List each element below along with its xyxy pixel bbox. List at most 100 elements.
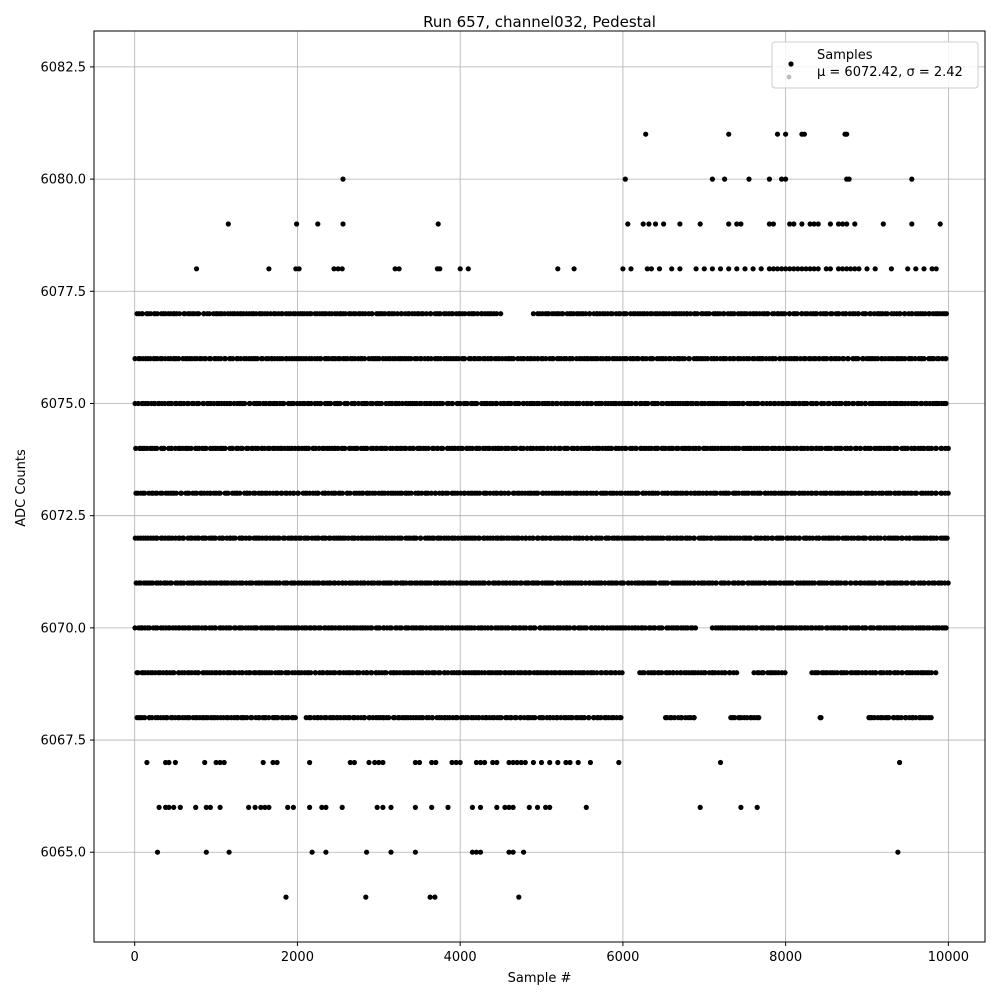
data-point — [589, 535, 595, 541]
data-point — [543, 535, 549, 541]
data-point — [838, 400, 844, 407]
data-point — [176, 311, 183, 317]
data-point — [347, 715, 353, 721]
data-point — [646, 221, 652, 227]
data-point — [815, 266, 821, 272]
data-point — [802, 356, 809, 362]
legend-entry-stats: μ = 6072.42, σ = 2.42 — [817, 65, 963, 80]
data-point — [465, 266, 471, 272]
x-tick-label: 6000 — [606, 950, 639, 965]
data-point — [203, 804, 209, 811]
data-point — [599, 400, 605, 407]
data-point — [563, 759, 569, 766]
data-point — [919, 400, 925, 407]
data-point — [502, 804, 508, 811]
data-point — [684, 490, 690, 496]
data-point — [260, 759, 266, 766]
data-point — [247, 490, 253, 496]
data-point — [532, 625, 538, 631]
data-point — [755, 400, 761, 407]
data-point — [354, 445, 360, 451]
data-point — [335, 266, 341, 272]
data-point — [181, 580, 187, 586]
chart-title: Run 657, channel032, Pedestal — [423, 13, 656, 31]
data-point — [510, 356, 517, 362]
data-point — [606, 535, 612, 541]
data-point — [770, 535, 776, 541]
data-point — [486, 580, 492, 586]
data-point — [369, 670, 375, 676]
data-point — [796, 535, 803, 541]
data-point — [227, 625, 233, 631]
data-point — [932, 580, 938, 586]
data-point — [232, 535, 238, 541]
data-point — [440, 445, 446, 451]
data-point — [494, 311, 500, 317]
data-point — [614, 580, 620, 586]
data-point — [356, 670, 362, 676]
data-point — [661, 221, 667, 227]
data-point — [522, 759, 528, 766]
data-point — [534, 804, 541, 811]
data-point — [640, 535, 646, 541]
data-point — [319, 804, 325, 811]
data-point — [902, 356, 908, 362]
data-point — [868, 445, 874, 451]
data-point — [650, 356, 656, 362]
data-point — [840, 221, 846, 227]
data-point — [494, 804, 500, 811]
data-point — [836, 535, 842, 541]
data-point — [477, 490, 483, 496]
data-point — [144, 759, 150, 766]
data-point — [659, 625, 665, 631]
data-point — [863, 400, 869, 407]
data-point — [640, 221, 646, 227]
data-point — [156, 804, 162, 811]
data-point — [202, 759, 208, 766]
data-point — [886, 715, 892, 721]
data-point — [213, 759, 219, 766]
data-point — [535, 490, 541, 496]
data-point — [858, 400, 865, 407]
data-point — [364, 670, 370, 676]
data-point — [372, 759, 378, 766]
data-point — [579, 580, 585, 586]
data-point — [476, 535, 482, 541]
data-point — [296, 266, 302, 272]
data-point — [429, 715, 436, 721]
data-point — [945, 580, 951, 586]
data-point — [445, 670, 451, 676]
data-point — [508, 400, 514, 407]
data-point — [934, 535, 940, 541]
data-point — [907, 535, 913, 541]
data-point — [188, 445, 194, 451]
data-point — [498, 670, 504, 676]
data-point — [779, 535, 786, 541]
data-point — [462, 356, 468, 362]
data-point — [629, 580, 635, 586]
data-point — [150, 580, 156, 586]
data-point — [181, 535, 187, 541]
data-point — [824, 580, 830, 586]
data-point — [318, 400, 324, 407]
data-point — [726, 490, 732, 496]
data-point — [782, 311, 788, 317]
data-point — [328, 400, 334, 407]
data-point — [550, 580, 556, 586]
data-point — [929, 266, 935, 272]
data-point — [207, 804, 213, 811]
data-point — [477, 849, 484, 855]
data-point — [339, 804, 345, 811]
data-point — [510, 849, 516, 855]
data-point — [655, 490, 661, 496]
data-point — [291, 400, 297, 407]
data-point — [203, 356, 209, 362]
data-point — [408, 356, 414, 362]
data-point — [726, 266, 732, 272]
data-point — [154, 535, 160, 541]
data-point — [655, 445, 661, 451]
data-point — [440, 400, 446, 407]
data-point — [751, 670, 757, 676]
y-axis-ticks: 6065.0 6067.5 6070.0 6072.5 6075.0 6077.5 6080… — [41, 60, 94, 861]
data-point — [260, 356, 266, 362]
